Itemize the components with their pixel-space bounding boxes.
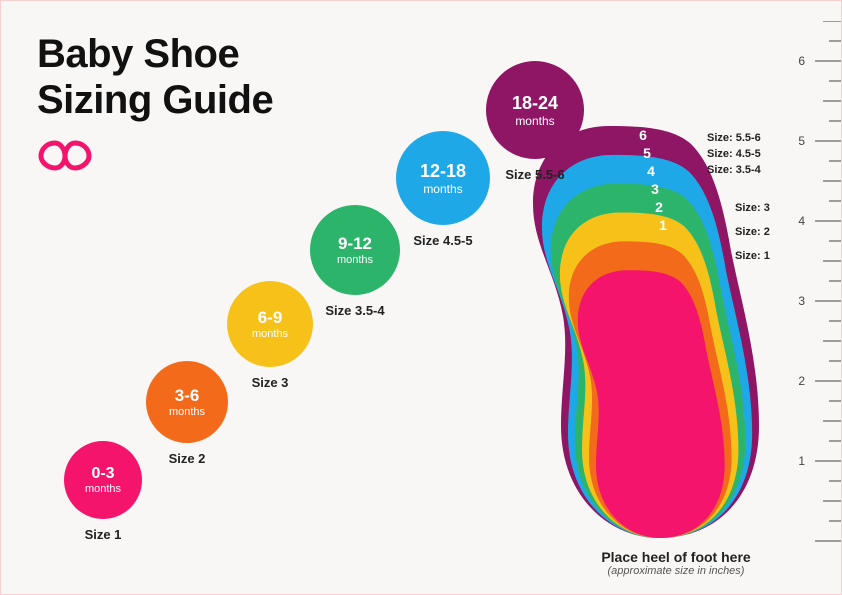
brand-logo: [37, 137, 93, 178]
foot-number-1: 1: [659, 217, 667, 233]
age-range: 18-24: [512, 93, 558, 114]
months-label: months: [337, 254, 373, 266]
page-title: Baby Shoe Sizing Guide: [37, 31, 273, 123]
ruler-tick-label-6: 6: [798, 54, 805, 68]
foot-outline-chart: 6 5 4 3 2 1: [521, 126, 781, 546]
foot-number-2: 2: [655, 199, 663, 215]
age-range: 9-12: [338, 234, 372, 254]
months-label: months: [85, 483, 121, 495]
age-range: 0-3: [91, 465, 114, 483]
foot-number-5: 5: [643, 145, 651, 161]
title-line-1: Baby Shoe: [37, 32, 239, 76]
size-label-5: Size 4.5-5: [393, 233, 493, 248]
ruler-size-label-6: Size: 1: [735, 250, 770, 262]
age-circle-6: 18-24months: [486, 61, 584, 159]
size-label-6: Size 5.5-6: [485, 167, 585, 182]
foot-number-6: 6: [639, 127, 647, 143]
age-circle-3: 6-9months: [227, 281, 313, 367]
ruler-size-label-1: Size: 5.5-6: [707, 132, 761, 144]
ruler-tick-label-1: 1: [798, 454, 805, 468]
ruler-tick-label-3: 3: [798, 294, 805, 308]
months-label: months: [515, 114, 554, 128]
months-label: months: [423, 182, 462, 196]
heel-instruction: Place heel of foot here (approximate siz…: [551, 549, 801, 577]
foot-number-4: 4: [647, 163, 655, 179]
age-circle-4: 9-12months: [310, 205, 400, 295]
age-range: 3-6: [175, 386, 200, 406]
months-label: months: [252, 328, 288, 340]
size-label-4: Size 3.5-4: [305, 303, 405, 318]
ruler-tick-label-5: 5: [798, 134, 805, 148]
heel-instruction-line-1: Place heel of foot here: [551, 549, 801, 565]
size-label-2: Size 2: [137, 451, 237, 466]
age-circle-2: 3-6months: [146, 361, 228, 443]
size-label-3: Size 3: [220, 375, 320, 390]
title-line-2: Sizing Guide: [37, 78, 273, 122]
age-circle-1: 0-3months: [64, 441, 142, 519]
age-range: 12-18: [420, 161, 466, 182]
size-label-1: Size 1: [53, 527, 153, 542]
age-circle-5: 12-18months: [396, 131, 490, 225]
ruler-size-label-5: Size: 2: [735, 226, 770, 238]
foot-number-3: 3: [651, 181, 659, 197]
inches-ruler: 1 2 3 4 5 6: [781, 21, 841, 561]
ruler-size-label-2: Size: 4.5-5: [707, 148, 761, 160]
ruler-size-label-4: Size: 3: [735, 202, 770, 214]
ruler-tick-label-2: 2: [798, 374, 805, 388]
ruler-tick-label-4: 4: [798, 214, 805, 228]
months-label: months: [169, 406, 205, 418]
ruler-size-label-3: Size: 3.5-4: [707, 164, 761, 176]
heel-instruction-line-2: (approximate size in inches): [551, 565, 801, 577]
age-range: 6-9: [258, 308, 283, 328]
infographic-canvas: Baby Shoe Sizing Guide 6 5 4 3 2 1 Place heel…: [0, 0, 842, 595]
